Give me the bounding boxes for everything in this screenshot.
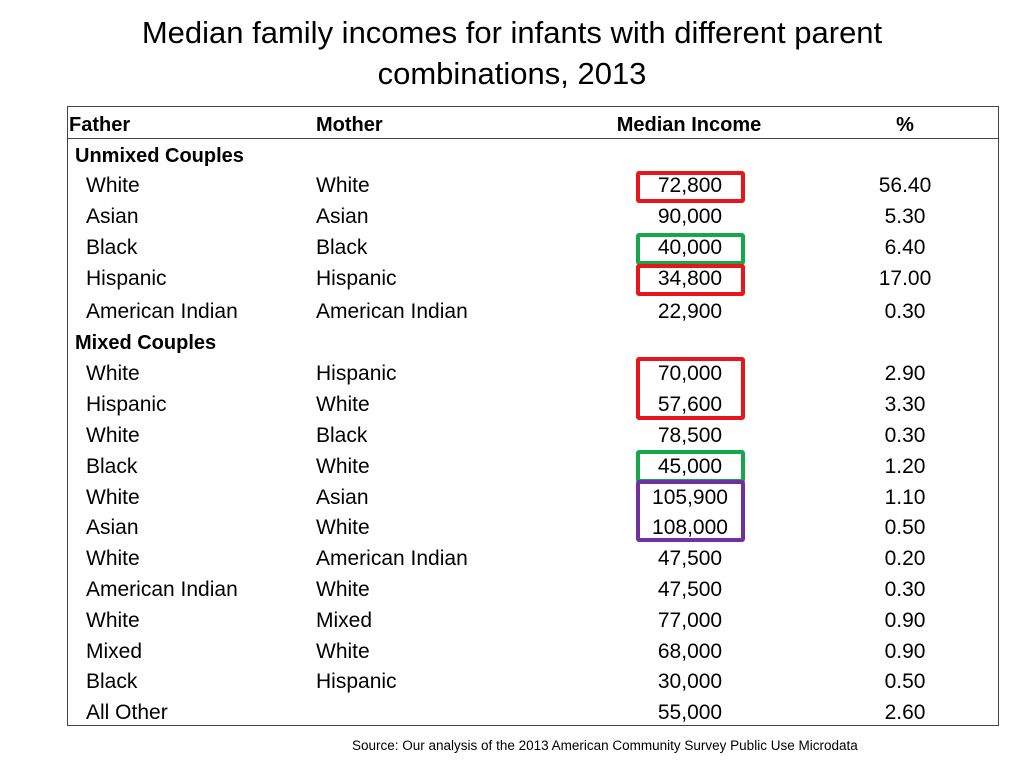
highlight-box-purple-white-asian xyxy=(636,480,745,542)
income-cell: 22,900 xyxy=(657,300,723,323)
mother-cell: American Indian xyxy=(316,547,468,570)
pct-cell: 0.90 xyxy=(884,640,926,663)
header-mother: Mother xyxy=(316,114,383,136)
income-cell: 45,000 xyxy=(657,455,723,478)
mother-cell: White xyxy=(316,578,370,601)
pct-cell: 1.20 xyxy=(884,455,926,478)
father-cell: Black xyxy=(86,670,138,693)
header-percent: % xyxy=(896,114,914,136)
page-title-line-1: Median family incomes for infants with d… xyxy=(141,15,883,50)
header-median-income: Median Income xyxy=(616,114,762,136)
highlight-box-red-hispanic-hispanic xyxy=(636,264,745,296)
page-title-line-2: combinations, 2013 xyxy=(377,56,647,91)
father-cell: Asian xyxy=(86,516,139,539)
father-cell: White xyxy=(86,609,140,632)
income-cell: 34,800 xyxy=(657,267,723,290)
income-cell: 57,600 xyxy=(657,393,723,416)
income-cell: 105,900 xyxy=(652,486,728,509)
income-cell: 68,000 xyxy=(657,640,723,663)
income-cell: 30,000 xyxy=(657,670,723,693)
highlight-box-red-white-hispanic-mixed xyxy=(636,357,745,420)
pct-cell: 17.00 xyxy=(878,267,932,290)
income-cell: 108,000 xyxy=(652,516,728,539)
income-cell: 90,000 xyxy=(657,205,723,228)
income-cell: 78,500 xyxy=(657,424,723,447)
mother-cell: White xyxy=(316,640,370,663)
mother-cell: Black xyxy=(316,424,368,447)
income-cell: 70,000 xyxy=(657,362,723,385)
mother-cell: Hispanic xyxy=(316,670,397,693)
mother-cell: Mixed xyxy=(316,609,373,632)
pct-cell: 0.30 xyxy=(884,578,926,601)
mother-cell: Asian xyxy=(316,486,369,509)
income-cell: 72,800 xyxy=(657,174,723,197)
mother-cell: Hispanic xyxy=(316,362,397,385)
father-cell: White xyxy=(86,174,140,197)
father-cell: White xyxy=(86,547,140,570)
header-father: Father xyxy=(69,114,131,136)
mother-cell: White xyxy=(316,393,370,416)
father-cell: White xyxy=(86,486,140,509)
section-unmixed-couples: Unmixed Couples xyxy=(75,145,244,167)
income-table xyxy=(67,106,999,726)
father-cell: Asian xyxy=(86,205,139,228)
mother-cell: White xyxy=(316,516,370,539)
pct-cell: 3.30 xyxy=(884,393,926,416)
pct-cell: 0.50 xyxy=(884,516,926,539)
father-cell: Hispanic xyxy=(86,393,167,416)
father-cell: Black xyxy=(86,455,138,478)
pct-cell: 5.30 xyxy=(884,205,926,228)
income-cell: 47,500 xyxy=(657,578,723,601)
income-cell: 77,000 xyxy=(657,609,723,632)
pct-cell: 0.90 xyxy=(884,609,926,632)
income-cell: 40,000 xyxy=(657,236,723,259)
highlight-box-green-black-black xyxy=(636,233,745,265)
father-cell: Hispanic xyxy=(86,267,167,290)
pct-cell: 0.50 xyxy=(884,670,926,693)
father-cell: All Other xyxy=(86,701,168,724)
mother-cell: American Indian xyxy=(316,300,468,323)
pct-cell: 2.60 xyxy=(884,701,926,724)
father-cell: American Indian xyxy=(86,578,238,601)
pct-cell: 0.30 xyxy=(884,300,926,323)
mother-cell: Black xyxy=(316,236,368,259)
pct-cell: 56.40 xyxy=(878,174,932,197)
section-mixed-couples: Mixed Couples xyxy=(75,332,217,354)
mother-cell: White xyxy=(316,174,370,197)
pct-cell: 6.40 xyxy=(884,236,926,259)
highlight-box-green-black-white xyxy=(636,450,745,483)
highlight-box-red-white-white xyxy=(636,171,745,203)
father-cell: Mixed xyxy=(86,640,143,663)
father-cell: White xyxy=(86,424,140,447)
income-cell: 55,000 xyxy=(657,701,723,724)
income-cell: 47,500 xyxy=(657,547,723,570)
header-divider xyxy=(67,138,999,139)
mother-cell: White xyxy=(316,455,370,478)
mother-cell: Asian xyxy=(316,205,369,228)
father-cell: White xyxy=(86,362,140,385)
pct-cell: 2.90 xyxy=(884,362,926,385)
source-note: Source: Our analysis of the 2013 America… xyxy=(352,738,858,753)
father-cell: American Indian xyxy=(86,300,238,323)
mother-cell: Hispanic xyxy=(316,267,397,290)
father-cell: Black xyxy=(86,236,138,259)
pct-cell: 0.30 xyxy=(884,424,926,447)
pct-cell: 1.10 xyxy=(884,486,926,509)
pct-cell: 0.20 xyxy=(884,547,926,570)
